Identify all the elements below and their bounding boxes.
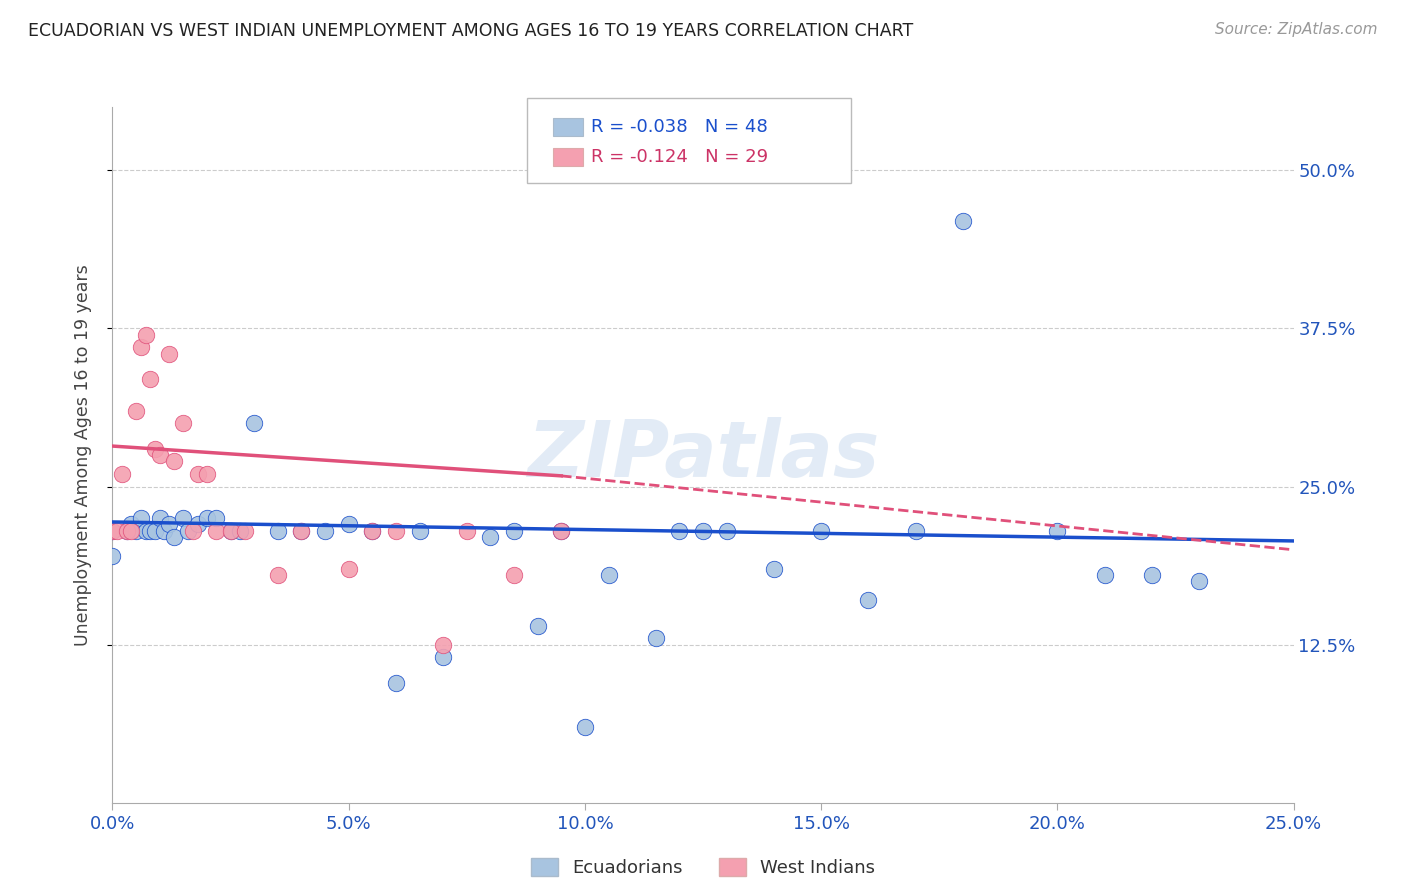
Point bbox=[314, 524, 336, 538]
Point bbox=[229, 524, 252, 538]
Point bbox=[186, 467, 208, 481]
Point bbox=[526, 618, 548, 632]
Point bbox=[139, 372, 162, 386]
Text: R = -0.124   N = 29: R = -0.124 N = 29 bbox=[591, 148, 768, 166]
Point bbox=[337, 517, 360, 532]
Point bbox=[858, 593, 880, 607]
Point bbox=[904, 524, 927, 538]
Point bbox=[129, 511, 152, 525]
Point bbox=[432, 638, 454, 652]
Point bbox=[101, 524, 124, 538]
Point bbox=[139, 524, 162, 538]
Point bbox=[125, 524, 148, 538]
Point bbox=[1094, 568, 1116, 582]
Text: ZIPatlas: ZIPatlas bbox=[527, 417, 879, 493]
Point bbox=[101, 524, 124, 538]
Text: R = -0.038   N = 48: R = -0.038 N = 48 bbox=[591, 118, 768, 136]
Point bbox=[385, 524, 408, 538]
Point bbox=[644, 632, 666, 646]
Point bbox=[503, 524, 526, 538]
Point bbox=[668, 524, 690, 538]
Point bbox=[157, 347, 180, 361]
Point bbox=[186, 517, 208, 532]
Point bbox=[716, 524, 738, 538]
Point bbox=[195, 511, 218, 525]
Point bbox=[125, 403, 148, 417]
Point bbox=[172, 417, 194, 431]
Point bbox=[205, 511, 228, 525]
Point bbox=[105, 524, 128, 538]
Point bbox=[574, 720, 596, 734]
Point bbox=[361, 524, 384, 538]
Point bbox=[135, 327, 157, 342]
Point bbox=[143, 442, 166, 456]
Point bbox=[1140, 568, 1163, 582]
Point bbox=[290, 524, 312, 538]
Point bbox=[408, 524, 430, 538]
Point bbox=[952, 214, 974, 228]
Point bbox=[550, 524, 572, 538]
Point bbox=[267, 524, 290, 538]
Y-axis label: Unemployment Among Ages 16 to 19 years: Unemployment Among Ages 16 to 19 years bbox=[73, 264, 91, 646]
Point bbox=[205, 524, 228, 538]
Point bbox=[135, 524, 157, 538]
Point bbox=[153, 524, 176, 538]
Point bbox=[1046, 524, 1069, 538]
Point bbox=[115, 524, 138, 538]
Point bbox=[762, 562, 785, 576]
Point bbox=[233, 524, 256, 538]
Point bbox=[361, 524, 384, 538]
Point bbox=[101, 549, 124, 563]
Point bbox=[692, 524, 714, 538]
Point bbox=[267, 568, 290, 582]
Point bbox=[111, 467, 134, 481]
Point bbox=[550, 524, 572, 538]
Point bbox=[1188, 574, 1211, 589]
Point bbox=[163, 454, 186, 468]
Point bbox=[503, 568, 526, 582]
Point bbox=[149, 448, 172, 462]
Point bbox=[177, 524, 200, 538]
Point bbox=[219, 524, 242, 538]
Point bbox=[181, 524, 204, 538]
Point bbox=[163, 530, 186, 544]
Point bbox=[172, 511, 194, 525]
Legend: Ecuadorians, West Indians: Ecuadorians, West Indians bbox=[523, 850, 883, 884]
Point bbox=[243, 417, 266, 431]
Point bbox=[479, 530, 502, 544]
Point bbox=[810, 524, 832, 538]
Point bbox=[456, 524, 478, 538]
Text: ECUADORIAN VS WEST INDIAN UNEMPLOYMENT AMONG AGES 16 TO 19 YEARS CORRELATION CHA: ECUADORIAN VS WEST INDIAN UNEMPLOYMENT A… bbox=[28, 22, 914, 40]
Point bbox=[143, 524, 166, 538]
Point bbox=[129, 340, 152, 354]
Point bbox=[149, 511, 172, 525]
Point bbox=[385, 675, 408, 690]
Point bbox=[115, 524, 138, 538]
Point bbox=[157, 517, 180, 532]
Text: Source: ZipAtlas.com: Source: ZipAtlas.com bbox=[1215, 22, 1378, 37]
Point bbox=[432, 650, 454, 665]
Point bbox=[290, 524, 312, 538]
Point bbox=[219, 524, 242, 538]
Point bbox=[598, 568, 620, 582]
Point bbox=[120, 517, 142, 532]
Point bbox=[337, 562, 360, 576]
Point bbox=[120, 524, 142, 538]
Point bbox=[195, 467, 218, 481]
